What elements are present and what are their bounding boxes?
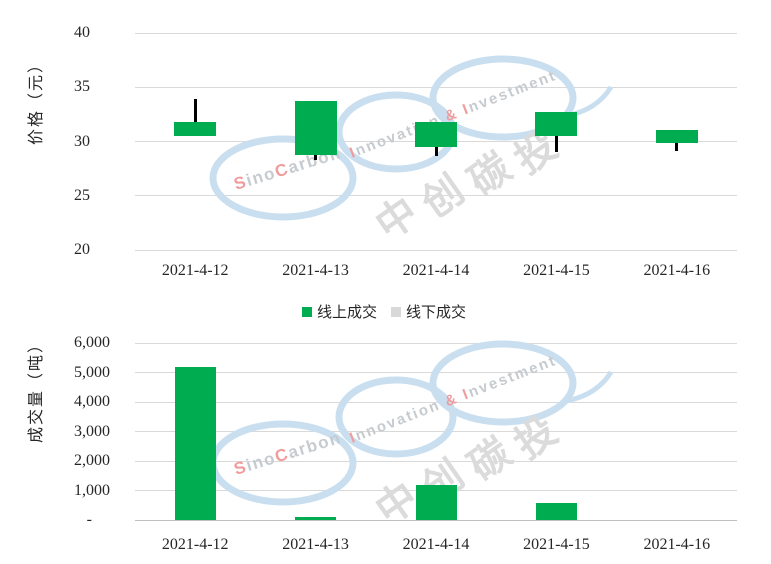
- candle-body: [174, 121, 217, 137]
- watermark-cn-char: 中: [367, 189, 426, 249]
- watermark-slogan-text: Innovation & Investment: [347, 67, 559, 162]
- x-tick-label: 2021-4-16: [643, 262, 711, 279]
- swoosh-icon: [565, 370, 614, 404]
- y-tick-label: -: [86, 511, 92, 528]
- y-tick-label: 5,000: [74, 363, 110, 381]
- x-tick-label: 2021-4-12: [161, 262, 229, 279]
- gridline: [135, 86, 737, 88]
- legend-swatch-offline-icon: [391, 306, 402, 317]
- gridline: [135, 195, 737, 197]
- gridline: [135, 372, 737, 373]
- y-tick-label: 2,000: [74, 452, 110, 469]
- legend-label-offline: 线下成交: [406, 305, 467, 321]
- candle-body: [415, 121, 457, 147]
- candle-wick: [193, 99, 197, 137]
- watermark-slogan-text: Innovation & Investment: [347, 352, 559, 447]
- candle-body: [294, 101, 337, 155]
- candle-body: [535, 112, 578, 137]
- ring-icon: [335, 376, 457, 458]
- gridline: [135, 249, 737, 251]
- y-tick-label: 25: [74, 186, 90, 204]
- volume-bar: [415, 484, 457, 520]
- x-tick-label: 2021-4-14: [402, 536, 470, 553]
- ring-icon: [429, 340, 577, 426]
- volume-bar: [295, 517, 337, 520]
- x-tick-label: 2021-4-15: [523, 262, 590, 279]
- y-tick-label: 4,000: [74, 393, 110, 410]
- x-tick-label: 2021-4-16: [643, 536, 711, 553]
- x-tick-label: 2021-4-14: [402, 262, 470, 279]
- x-tick-label: 2021-4-13: [282, 536, 349, 553]
- gridline: [135, 342, 737, 344]
- y-tick-label: 20: [74, 241, 90, 258]
- watermark-cn-char: 碳: [460, 429, 519, 489]
- y-tick-label: 40: [74, 24, 90, 41]
- y-tick-label: 3,000: [74, 422, 110, 440]
- legend-item-offline: 线下成交: [391, 301, 466, 322]
- x-tick-label: 2021-4-15: [523, 536, 590, 553]
- y-tick-label: 35: [74, 78, 90, 96]
- gridline: [135, 401, 737, 403]
- x-axis-line: [135, 519, 737, 521]
- legend-swatch-online-icon: [302, 306, 312, 317]
- gridline: [135, 431, 737, 432]
- watermark-cn-char: 投: [506, 408, 565, 468]
- volume-bar: [174, 366, 216, 520]
- legend-label-online: 线上成交: [317, 305, 378, 321]
- legend-item-online: 线上成交: [302, 301, 377, 322]
- volume-bar: [535, 502, 577, 520]
- gridline: [135, 460, 737, 462]
- y-tick-label: 1,000: [74, 481, 110, 499]
- watermark-brand-text: SinoCarbon: [232, 428, 344, 479]
- candle-body: [655, 129, 698, 143]
- y-tick-label: 30: [74, 132, 90, 150]
- chart-legend: 线上成交 线下成交: [302, 301, 466, 322]
- gridline: [135, 32, 737, 34]
- y-tick-label: 6,000: [74, 334, 110, 351]
- x-tick-label: 2021-4-13: [282, 262, 349, 279]
- watermark-cn-char: 创: [413, 167, 472, 227]
- x-tick-label: 2021-4-12: [161, 536, 229, 553]
